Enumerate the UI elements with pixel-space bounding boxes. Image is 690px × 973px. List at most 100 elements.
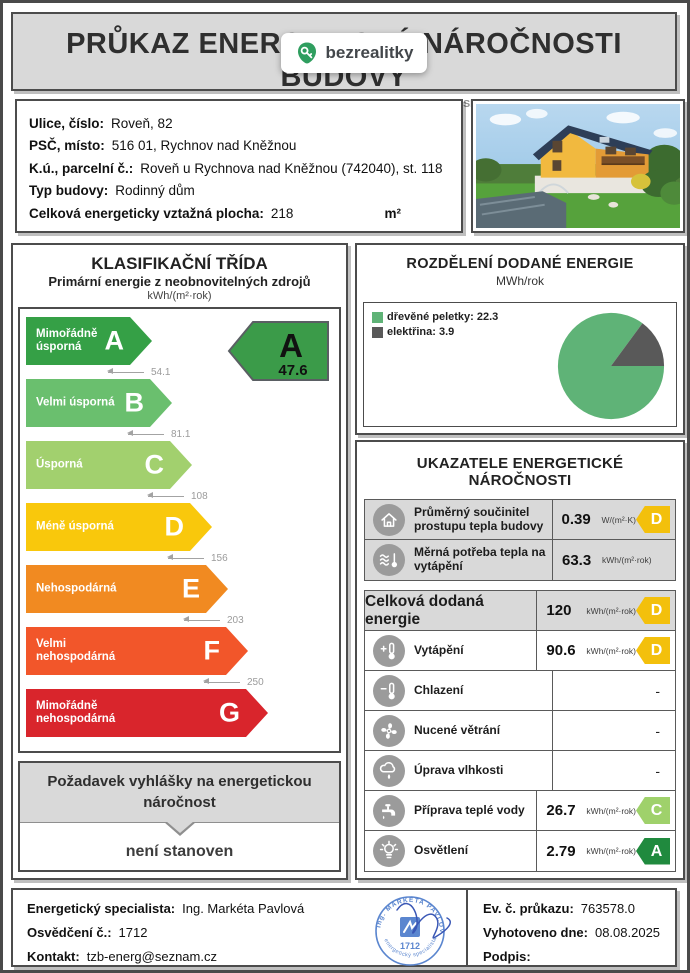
indicator-row-total-energy: Celková dodaná energie 120 kWh/(m²·rok) D [365, 591, 675, 631]
building-photo [471, 99, 685, 233]
threshold-b-c: 81.1 [127, 427, 339, 441]
house-photo-illustration [476, 104, 680, 228]
indicator-value: - [655, 722, 660, 739]
pie-chart-area: dřevěné peletky: 22.3 elektřina: 3.9 [363, 302, 677, 427]
pie-slice-pellets [557, 312, 665, 420]
class-row-f: Velmi nehospodárná F [26, 627, 339, 675]
class-badge: D [636, 597, 670, 624]
class-label: Mimořádně úsporná [36, 327, 98, 353]
field-value: Roveň u Rychnova nad Kněžnou (742040), s… [140, 160, 443, 176]
field-city: PSČ, místo: 516 01, Rychnov nad Kněžnou [29, 135, 449, 158]
bezrealitky-label: bezrealitky [325, 43, 414, 62]
class-row-a: Mimořádně úsporná A [26, 317, 339, 365]
threshold-a-b: 54.1 [107, 365, 339, 379]
cooling-icon [373, 674, 405, 707]
indicator-unit: W/(m²·K) [601, 514, 636, 525]
header: PRŮKAZ ENERGETICKÉ NÁROČNOSTI BUDOVY vyd… [11, 12, 677, 110]
class-letter: G [218, 697, 240, 728]
legend-swatch [372, 326, 383, 338]
bezrealitky-badge[interactable]: bezrealitky [281, 33, 427, 73]
indicator-unit: kWh/(m²·rok) [586, 645, 636, 656]
heat-demand-icon [373, 544, 405, 576]
indicator-row-ventilation: Nucené větrání - [365, 711, 675, 751]
class-badge: D [636, 506, 670, 533]
indicator-value: 2.79 [546, 842, 576, 860]
classification-panel: KLASIFIKAČNÍ TŘÍDA Primární energie z ne… [11, 243, 348, 880]
class-letter: A [104, 325, 124, 356]
footer-divider [466, 890, 468, 965]
class-label: Velmi úsporná [36, 396, 115, 409]
indicator-group-delivered: Celková dodaná energie 120 kWh/(m²·rok) D … [364, 590, 676, 872]
field-value: Roveň, 82 [111, 115, 173, 131]
class-arrow-g: Mimořádně nehospodárná G [26, 689, 268, 737]
legend-swatch [372, 311, 383, 323]
indicator-unit: kWh/(m²·rok) [586, 605, 636, 616]
threshold-arrow-icon [147, 492, 184, 499]
indicator-row-cooling: Chlazení - [365, 671, 675, 711]
threshold-arrow-icon [167, 554, 204, 561]
field-street: Ulice, číslo: Roveň, 82 [29, 112, 449, 135]
classification-unit: kWh/(m²·rok) [147, 290, 212, 302]
class-row-b: Velmi úsporná B [26, 379, 339, 427]
class-arrow-d: Méně úsporná D [26, 503, 212, 551]
indicator-value: 90.6 [546, 642, 576, 659]
classification-title: KLASIFIKAČNÍ TŘÍDA [91, 254, 268, 273]
field-label: PSČ, místo: [29, 138, 105, 154]
signature-label: Podpis: [483, 948, 531, 964]
class-letter: C [144, 449, 164, 480]
field-label: K.ú., parcelní č.: [29, 160, 134, 176]
bulb-icon [373, 835, 405, 867]
indicator-unit: kWh/(m²·rok) [602, 555, 652, 565]
indicator-row-humidity: Úprava vlhkosti - [365, 751, 675, 791]
svg-text:1712: 1712 [400, 941, 420, 951]
indicator-value: - [655, 762, 660, 779]
specialist-name: Energetický specialista: Ing. Markéta Pav… [27, 900, 305, 916]
rating-arrow: A 47.6 [227, 321, 329, 381]
class-arrow-c: Úsporná C [26, 441, 192, 489]
class-label: Nehospodárná [36, 582, 117, 595]
field-building-type: Typ budovy: Rodinný dům [29, 180, 449, 203]
rating-value: 47.6 [278, 362, 307, 379]
classification-subtitle: Primární energie z neobnovitelných zdroj… [48, 274, 311, 289]
threshold-f-g: 250 [203, 675, 339, 689]
requirement-title: Požadavek vyhlášky na energetickou nároč… [20, 763, 339, 836]
specialist-stamp: Ing. MARKÉTA PAVLOVÁ energetický special… [359, 892, 451, 966]
field-value: Rodinný dům [115, 183, 195, 199]
indicator-row-heating: Vytápění 90.6 kWh/(m²·rok) D [365, 631, 675, 671]
field-label: Typ budovy: [29, 183, 109, 199]
indicator-row-hot-water: Příprava teplé vody 26.7 kWh/(m²·rok) C [365, 791, 675, 831]
heating-icon [373, 634, 405, 667]
indicators-title: UKAZATELE ENERGETICKÉ NÁROČNOSTI [416, 455, 624, 489]
indicator-group-top: Průměrný součinitel prostupu tepla budov… [364, 499, 676, 581]
certificate-meta: Ev. č. průkazu: 763578.0 Vyhotoveno dne: 0… [483, 896, 660, 968]
threshold-c-d: 108 [147, 489, 339, 503]
indicator-value: - [655, 682, 660, 699]
threshold-arrow-icon [107, 368, 144, 375]
indicator-unit: kWh/(m²·rok) [586, 846, 636, 856]
faucet-icon [373, 794, 405, 827]
class-arrow-a: Mimořádně úsporná A [26, 317, 152, 365]
threshold-arrow-icon [203, 678, 240, 685]
field-floor-area: Celková energeticky vztažná plocha: 218 m² [29, 202, 449, 225]
legend-item-electricity: elektřina: 3.9 [372, 326, 498, 338]
field-label: Celková energeticky vztažná plocha: [29, 205, 264, 221]
pie-title: ROZDĚLENÍ DODANÉ ENERGIE [406, 256, 634, 272]
class-arrow-b: Velmi úsporná B [26, 379, 172, 427]
class-badge: D [636, 637, 670, 664]
certificate-number: Osvědčení č.: 1712 [27, 924, 148, 940]
class-arrow-f: Velmi nehospodárná F [26, 627, 248, 675]
pie-slice-electricity [611, 323, 665, 366]
class-letter: F [203, 635, 220, 666]
class-label: Mimořádně nehospodárná [36, 699, 116, 725]
pie-unit: MWh/rok [496, 274, 544, 288]
delivered-energy-panel: ROZDĚLENÍ DODANÉ ENERGIE MWh/rok dřevěné… [355, 243, 685, 435]
class-row-d: Méně úsporná D [26, 503, 339, 551]
class-row-c: Úsporná C [26, 441, 339, 489]
requirement-box: Požadavek vyhlášky na energetickou nároč… [18, 761, 341, 872]
threshold-d-e: 156 [167, 551, 339, 565]
requirement-value: není stanoven [125, 843, 234, 860]
pie-legend: dřevěné peletky: 22.3 elektřina: 3.9 [372, 311, 498, 341]
signature-scribble [396, 902, 451, 939]
threshold-e-f: 203 [183, 613, 339, 627]
